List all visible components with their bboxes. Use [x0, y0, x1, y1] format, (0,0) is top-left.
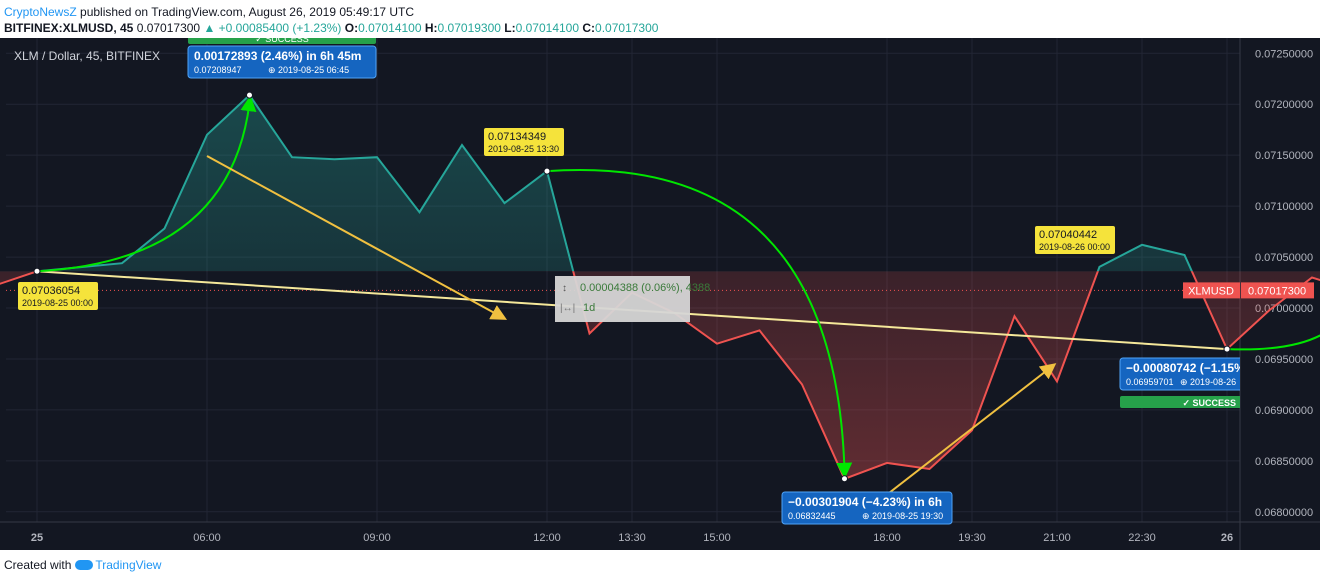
- point-label-value: 0.07134349: [488, 131, 546, 143]
- highlight-point: [33, 267, 41, 275]
- footer: Created with TradingView: [4, 558, 161, 572]
- last-price: 0.07017300: [136, 21, 201, 35]
- range-tooltip-value: 0.00004388 (0.06%), 4388: [580, 282, 710, 294]
- range-icon: ↕: [562, 283, 567, 294]
- measure-label-date: ⊕ 2019-08-25 06:45: [268, 65, 349, 75]
- measure-label-price: 0.06959701: [1126, 377, 1174, 387]
- measure-label-date: ⊕ 2019-08-25 19:30: [862, 511, 943, 521]
- author-link[interactable]: CryptoNewsZ: [4, 5, 77, 19]
- x-tick-label: 26: [1221, 532, 1233, 544]
- success-badge: [188, 38, 376, 44]
- low-label: L:: [504, 21, 516, 35]
- y-tick-label: 0.06800000: [1255, 507, 1313, 519]
- y-tick-label: 0.07100000: [1255, 201, 1313, 213]
- area-fill-up: [37, 95, 1192, 272]
- open-label: O:: [344, 21, 359, 35]
- y-tick-label: 0.06950000: [1255, 354, 1313, 366]
- measure-label-main: −0.00080742 (−1.15%: [1126, 361, 1245, 375]
- highlight-point: [543, 167, 551, 175]
- point-label-date: 2019-08-26 00:00: [1039, 242, 1110, 252]
- measure-label-main: 0.00172893 (2.46%) in 6h 45m: [194, 49, 361, 63]
- measure-label-price: 0.06832445: [788, 511, 836, 521]
- y-tick-label: 0.07050000: [1255, 252, 1313, 264]
- symbol-label: BITFINEX:XLMUSD, 45: [4, 21, 134, 35]
- ohlc-bar: BITFINEX:XLMUSD, 45 0.07017300 ▲ +0.0008…: [4, 20, 658, 36]
- measure-label-box: [1119, 357, 1240, 391]
- success-badge-label: ✓ SUCCESS: [255, 38, 309, 44]
- x-tick-label: 12:00: [533, 532, 561, 544]
- symbol-tag: [1183, 282, 1240, 299]
- high-value: 0.07019300: [437, 21, 501, 35]
- x-tick-label: 21:00: [1043, 532, 1071, 544]
- tradingview-logo[interactable]: TradingView: [75, 558, 161, 572]
- success-badge-label: ✓ SUCCESS: [1182, 398, 1236, 408]
- arrow-small-drop: [1226, 334, 1320, 351]
- measure-label-price: 0.07208947: [194, 65, 242, 75]
- x-tick-label: 22:30: [1128, 532, 1156, 544]
- price-tag: [1241, 282, 1314, 299]
- x-tick-label: 13:30: [618, 532, 646, 544]
- arrow-rise: [36, 95, 257, 273]
- measure-label-date: ⊕ 2019-08-26: [1180, 377, 1236, 387]
- y-tick-label: 0.06900000: [1255, 405, 1313, 417]
- point-label-date: 2019-08-25 13:30: [488, 144, 559, 154]
- publish-info: CryptoNewsZ published on TradingView.com…: [4, 4, 414, 20]
- brand-name: TradingView: [95, 558, 162, 572]
- x-tick-label: 25: [31, 532, 43, 544]
- point-label-value: 0.07040442: [1039, 229, 1097, 241]
- success-badge: [1120, 396, 1240, 408]
- range-tooltip-box: [555, 276, 690, 322]
- x-tick-label: 18:00: [873, 532, 901, 544]
- arrow-down-trend: [206, 155, 508, 320]
- x-tick-label: 19:30: [958, 532, 986, 544]
- symbol-tag-label: XLMUSD: [1188, 285, 1234, 297]
- range-tooltip-duration: 1d: [583, 302, 595, 314]
- x-tick-label: 09:00: [363, 532, 391, 544]
- y-tick-label: 0.07250000: [1255, 48, 1313, 60]
- chart-title: XLM / Dollar, 45, BITFINEX: [14, 49, 160, 63]
- cloud-icon: [75, 560, 94, 570]
- close-value: 0.07017300: [595, 21, 659, 35]
- highlight-point: [841, 475, 848, 483]
- measure-label-main: −0.00301904 (−4.23%) in 6h: [788, 495, 942, 509]
- x-tick-label: 15:00: [703, 532, 731, 544]
- y-tick-label: 0.07200000: [1255, 99, 1313, 111]
- x-tick-label: 06:00: [193, 532, 221, 544]
- price-chart[interactable]: 0.07250000 0.07200000 0.07150000 0.07100000…: [0, 38, 1320, 550]
- point-label-value: 0.07036054: [22, 285, 80, 297]
- measure-label-box: [781, 491, 953, 525]
- measure-group-3: −0.00080742 (−1.15% 0.06959701 ⊕ 2019-08-2…: [1119, 357, 1245, 408]
- highlight-point: [1223, 345, 1231, 353]
- created-with-text: Created with: [4, 558, 72, 572]
- point-label-date: 2019-08-25 00:00: [22, 298, 93, 308]
- high-label: H:: [424, 21, 438, 35]
- open-value: 0.07014100: [358, 21, 422, 35]
- series-line-up: [33, 93, 1193, 272]
- y-tick-label: 0.06850000: [1255, 456, 1313, 468]
- y-tick-label: 0.07150000: [1255, 150, 1313, 162]
- highlight-point: [246, 91, 253, 99]
- price-tag-label: 0.07017300: [1248, 285, 1306, 297]
- point-label-box: [484, 128, 564, 156]
- arrow-drop: [546, 169, 853, 479]
- point-label-box: [1035, 226, 1115, 254]
- low-value: 0.07014100: [515, 21, 580, 35]
- range-time-icon: |↔|: [560, 303, 575, 314]
- close-label: C:: [582, 21, 596, 35]
- measure-label-box: [187, 45, 377, 79]
- point-label-box: [18, 282, 98, 310]
- publish-text: published on TradingView.com, August 26,…: [80, 5, 415, 19]
- change-value: ▲ +0.00085400 (+1.23%): [203, 21, 342, 35]
- arrow-up-trend: [879, 363, 1057, 501]
- area-fill-down: [0, 271, 1320, 479]
